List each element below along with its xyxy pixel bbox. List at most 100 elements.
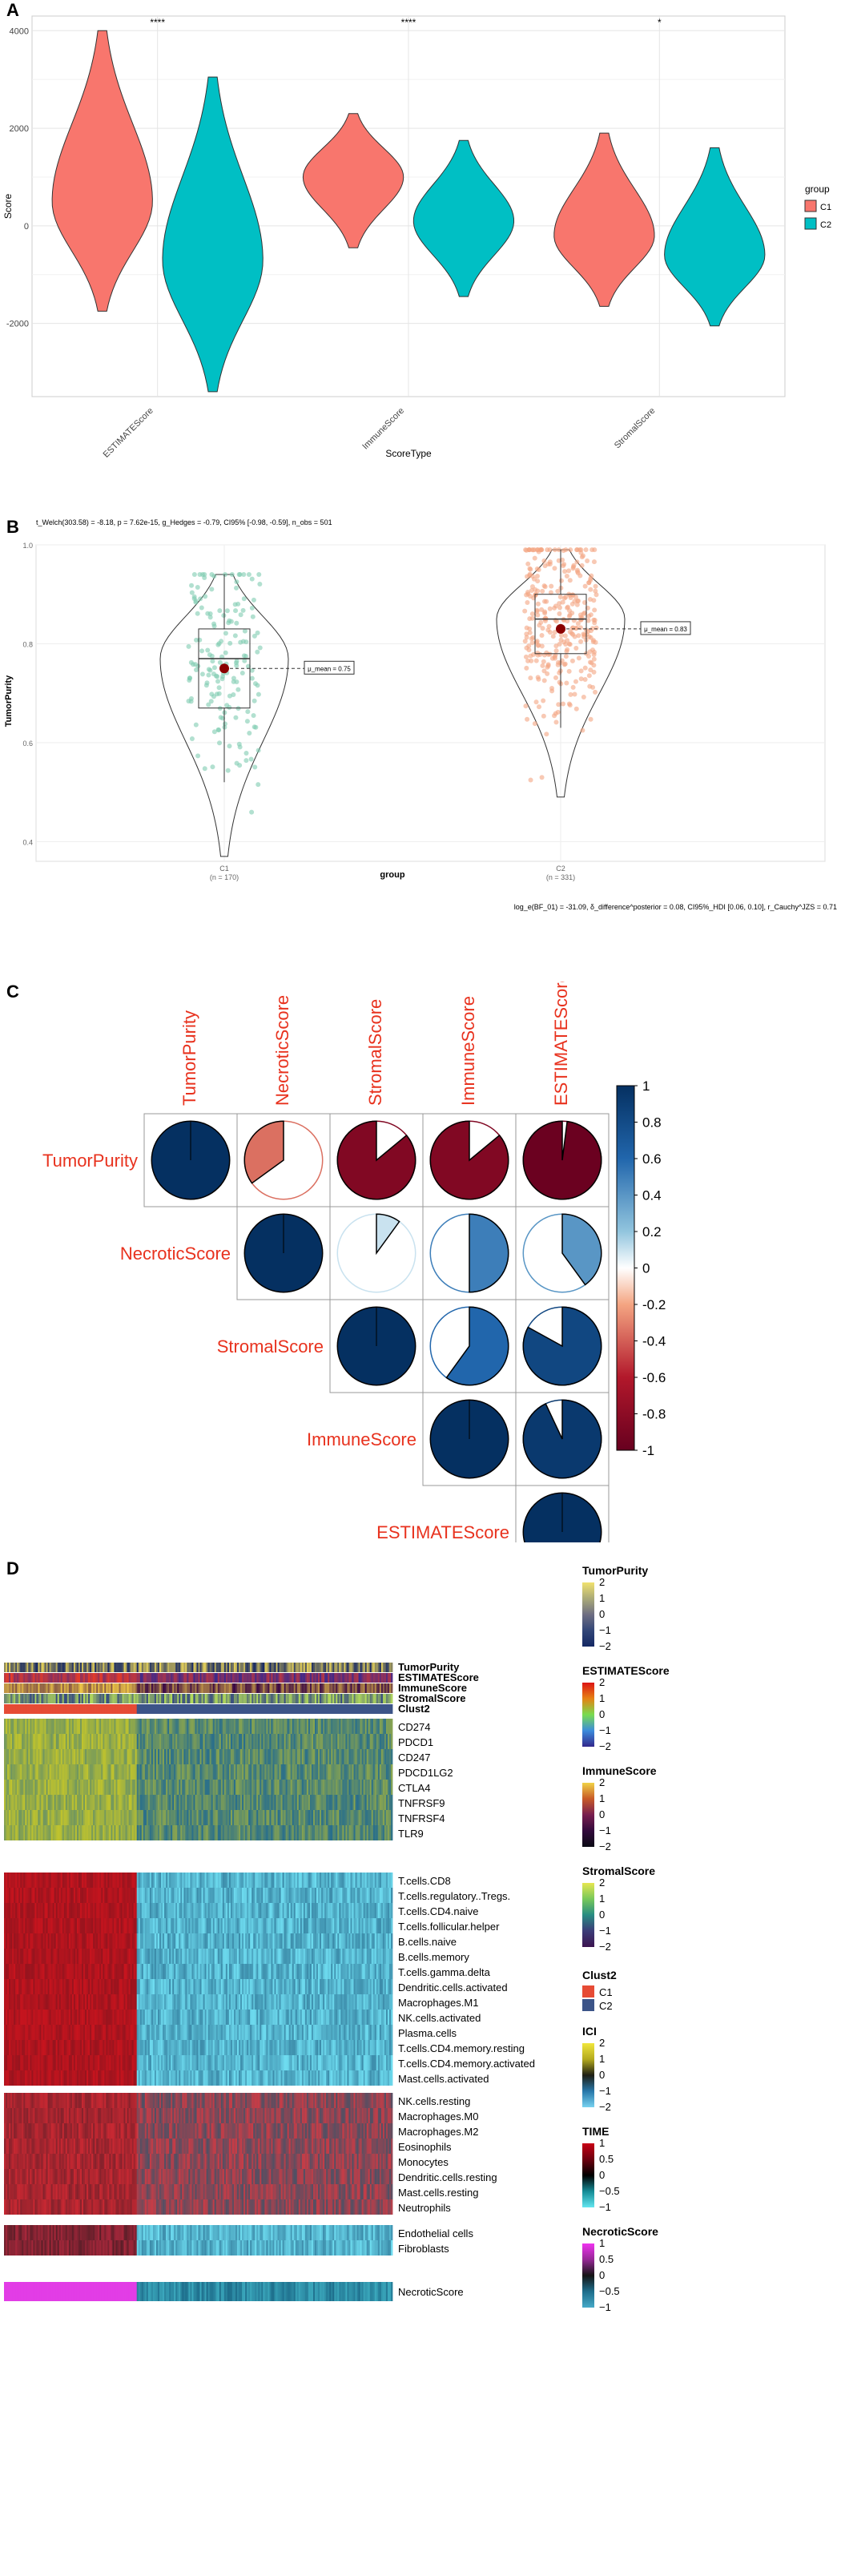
data-point: [529, 778, 533, 783]
data-point: [215, 679, 220, 683]
data-point: [256, 683, 260, 687]
heatmap-cell: [391, 1873, 392, 1888]
colorbar-tick-label: -0.6: [642, 1370, 666, 1385]
data-point: [192, 572, 197, 577]
cell-type-label: T.cells.CD8: [398, 1875, 451, 1887]
mean-label: μ_mean = 0.75: [308, 665, 351, 672]
data-point: [523, 703, 528, 708]
data-point: [546, 562, 551, 566]
data-point: [253, 725, 258, 730]
data-point: [527, 573, 532, 578]
data-point: [568, 578, 573, 583]
data-point: [256, 748, 261, 753]
cell-type-label: T.cells.follicular.helper: [398, 1921, 500, 1933]
data-point: [231, 692, 235, 697]
data-point: [570, 602, 575, 607]
data-point: [256, 692, 261, 697]
gene-label: CD247: [398, 1752, 430, 1764]
data-point: [237, 763, 242, 768]
time-row: [4, 1918, 392, 1933]
data-point: [552, 566, 557, 570]
data-point: [578, 612, 583, 617]
data-point: [587, 673, 592, 678]
gene-label: CD274: [398, 1721, 430, 1733]
data-point: [224, 703, 229, 707]
data-point: [533, 587, 537, 592]
data-point: [533, 556, 537, 561]
data-point: [195, 753, 200, 758]
colorbar-tick-label: 0.8: [642, 1115, 662, 1131]
legend-swatch: [805, 200, 816, 212]
annotation-track: [4, 1683, 392, 1693]
data-point: [235, 687, 240, 692]
colorbar-tick-label: 0.6: [642, 1151, 662, 1167]
data-point: [240, 671, 245, 675]
heatmap-cell: [391, 1903, 392, 1918]
data-point: [193, 662, 198, 667]
data-point: [225, 608, 230, 613]
data-point: [194, 723, 199, 728]
data-point: [189, 583, 194, 588]
legend-title: group: [805, 183, 830, 195]
data-point: [251, 615, 256, 619]
data-point: [576, 621, 581, 626]
data-point: [573, 626, 578, 631]
data-point: [251, 598, 256, 603]
data-point: [535, 566, 540, 571]
data-point: [536, 602, 541, 607]
data-point: [205, 611, 210, 616]
data-point: [556, 663, 561, 667]
data-point: [584, 547, 589, 552]
heatmap-cell: [391, 1749, 392, 1764]
data-point: [540, 589, 545, 594]
x-axis-label: group: [380, 870, 404, 880]
data-point: [542, 609, 547, 614]
significance-label: ****: [401, 17, 416, 28]
gene-label: TLR9: [398, 1828, 424, 1840]
data-point: [241, 608, 246, 613]
heatmap-cell: [391, 1704, 392, 1714]
data-point: [554, 648, 559, 653]
data-point: [583, 584, 588, 589]
data-point: [523, 639, 528, 643]
data-point: [209, 587, 214, 591]
colorbar-tick-label: 0: [642, 1261, 650, 1276]
data-point: [238, 640, 243, 645]
data-point: [227, 641, 232, 646]
data-point: [571, 685, 576, 690]
panel-b: B t_Welch(303.58) = -8.18, p = 7.62e-15,…: [0, 517, 841, 933]
data-point: [551, 634, 556, 639]
data-point: [210, 764, 215, 769]
data-point: [206, 672, 211, 677]
data-point: [530, 616, 535, 621]
violin-box-chart-b: t_Welch(303.58) = -8.18, p = 7.62e-15, g…: [0, 517, 841, 933]
data-point: [212, 624, 217, 629]
data-point: [245, 719, 250, 724]
time-row: [4, 1933, 392, 1949]
corr-pie-wedge: [523, 1121, 601, 1199]
data-point: [583, 666, 588, 671]
col-label: StromalScore: [365, 999, 385, 1106]
data-point: [588, 649, 593, 654]
data-point: [547, 624, 552, 629]
data-point: [548, 652, 553, 657]
data-point: [212, 665, 217, 670]
colorbar-tick-label: -0.8: [642, 1407, 666, 1422]
data-point: [207, 652, 212, 657]
data-point: [250, 606, 255, 611]
data-point: [589, 574, 594, 578]
annotation-track: [4, 1673, 392, 1683]
data-point: [578, 639, 583, 644]
data-point: [590, 685, 595, 690]
ici-row: [4, 1780, 392, 1795]
mean-label: μ_mean = 0.83: [644, 626, 687, 633]
data-point: [553, 547, 557, 552]
data-point: [190, 736, 195, 741]
col-label: NecroticScore: [272, 995, 292, 1106]
data-point: [247, 572, 251, 577]
colorbar-tick-label: -0.2: [642, 1297, 666, 1312]
panel-label-a: A: [6, 0, 19, 21]
data-point: [545, 547, 549, 552]
data-point: [234, 579, 239, 584]
data-point: [546, 662, 551, 667]
